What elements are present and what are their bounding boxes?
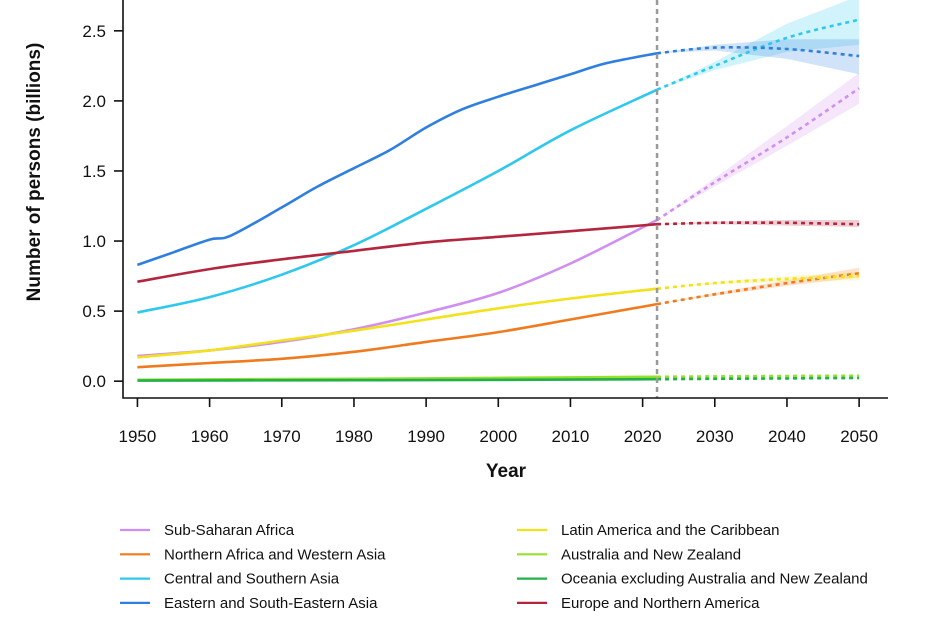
series-lines: [136, 18, 860, 382]
legend-label-sub-saharan-africa: Sub-Saharan Africa: [164, 522, 295, 539]
x-tick-label: 2030: [696, 427, 734, 446]
legend-label-europe-and-northern-america: Europe and Northern America: [561, 595, 760, 612]
legend-label-latin-america-and-the-caribbean: Latin America and the Caribbean: [561, 522, 779, 539]
line-sub-saharan-africa-projection: [656, 87, 860, 222]
line-northern-africa-and-western-asia-projection: [656, 272, 860, 306]
x-tick-label: 1950: [119, 427, 157, 446]
y-tick-label: 0.5: [82, 302, 106, 321]
legend-label-eastern-and-south-eastern-asia: Eastern and South-Eastern Asia: [164, 595, 378, 612]
x-tick-label: 2000: [479, 427, 517, 446]
axes-frame: [122, 0, 888, 399]
legend-label-australia-and-new-zealand: Australia and New Zealand: [561, 546, 741, 563]
line-sub-saharan-africa-estimate: [137, 218, 658, 358]
line-latin-america-and-the-caribbean-estimate: [137, 287, 658, 359]
legend-label-northern-africa-and-western-asia: Northern Africa and Western Asia: [164, 546, 386, 563]
line-europe-and-northern-america-estimate: [137, 222, 658, 283]
line-australia-and-new-zealand-projection: [657, 374, 860, 379]
x-axis-title: Year: [486, 461, 527, 482]
axis-ticks: 1950 1960 1970 1980 1990 2000 2010 2020 2030 2040…: [82, 22, 878, 446]
line-oceania-excluding-australia-and-new-zealand-projection: [657, 376, 860, 381]
uncertainty-bands: [657, 0, 860, 380]
y-tick-label: 2.5: [82, 22, 106, 41]
line-central-and-southern-asia-projection: [656, 18, 860, 91]
x-tick-label: 1980: [335, 427, 373, 446]
legend-label-oceania-excluding-australia-and-new-zealand: Oceania excluding Australia and New Zeal…: [561, 571, 868, 588]
x-tick-label: 2010: [552, 427, 590, 446]
x-tick-label: 2040: [768, 427, 806, 446]
line-eastern-and-south-eastern-asia-estimate: [136, 52, 658, 267]
y-axis-title: Number of persons (billions): [24, 43, 45, 302]
legend-label-central-and-southern-asia: Central and Southern Asia: [164, 571, 340, 588]
legend: Sub-Saharan Africa Northern Africa and We…: [120, 522, 868, 612]
x-tick-label: 1960: [191, 427, 229, 446]
y-tick-label: 1.0: [82, 232, 106, 251]
x-tick-label: 2050: [840, 427, 878, 446]
line-latin-america-and-the-caribbean-projection: [656, 274, 860, 290]
x-tick-label: 1990: [407, 427, 445, 446]
line-oceania-excluding-australia-and-new-zealand-estimate: [137, 377, 658, 382]
x-tick-label: 2020: [624, 427, 662, 446]
band-central-and-southern-asia: [657, 0, 860, 90]
line-central-and-southern-asia-estimate: [137, 88, 658, 314]
band-sub-saharan-africa: [657, 72, 860, 221]
y-tick-label: 1.5: [82, 162, 106, 181]
line-northern-africa-and-western-asia-estimate: [137, 302, 658, 369]
y-tick-label: 0.0: [82, 372, 106, 391]
line-eastern-and-south-eastern-asia-projection: [656, 46, 860, 58]
y-tick-label: 2.0: [82, 92, 106, 111]
line-europe-and-northern-america-projection: [657, 221, 860, 226]
x-tick-label: 1970: [263, 427, 301, 446]
